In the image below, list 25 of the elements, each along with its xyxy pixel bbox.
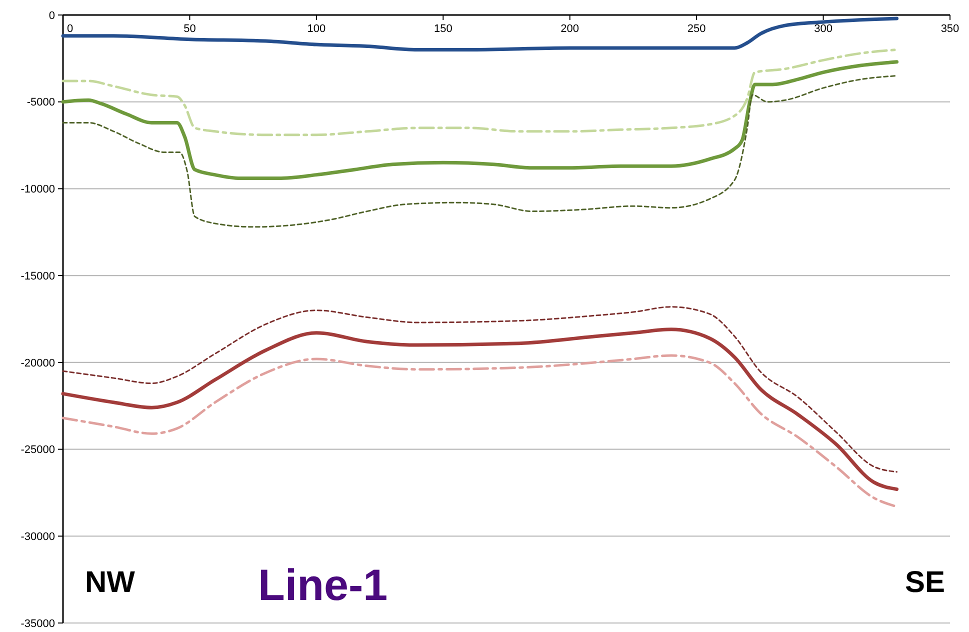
x-tick-label: 150 [434,23,452,35]
line-series [62,75,898,228]
line-series [61,16,899,52]
y-tick-label: -20000 [20,357,55,370]
annotation: SE [904,566,945,599]
y-tick-label: 0 [48,10,55,22]
x-tick-label: 200 [560,23,580,35]
x-tick-label: 100 [307,23,326,35]
y-tick-label: -15000 [20,270,55,282]
x-tick-label: 250 [687,23,706,35]
line-series [61,328,899,491]
y-tick-label: -35000 [20,618,55,630]
y-tick-label: -25000 [20,444,55,456]
x-tick-label: 300 [814,23,832,35]
x-tick-label: 50 [184,23,196,35]
line-series [62,306,898,473]
line-series [62,48,898,136]
y-tick-label: -5000 [26,96,55,109]
x-tick-label: 350 [940,23,960,35]
annotation: NW [85,566,136,599]
line-series [61,60,899,180]
annotation: Line-1 [258,561,388,610]
y-tick-label: -10000 [20,184,55,196]
x-tick-label: 0 [67,23,74,35]
y-tick-label: -30000 [20,530,55,543]
